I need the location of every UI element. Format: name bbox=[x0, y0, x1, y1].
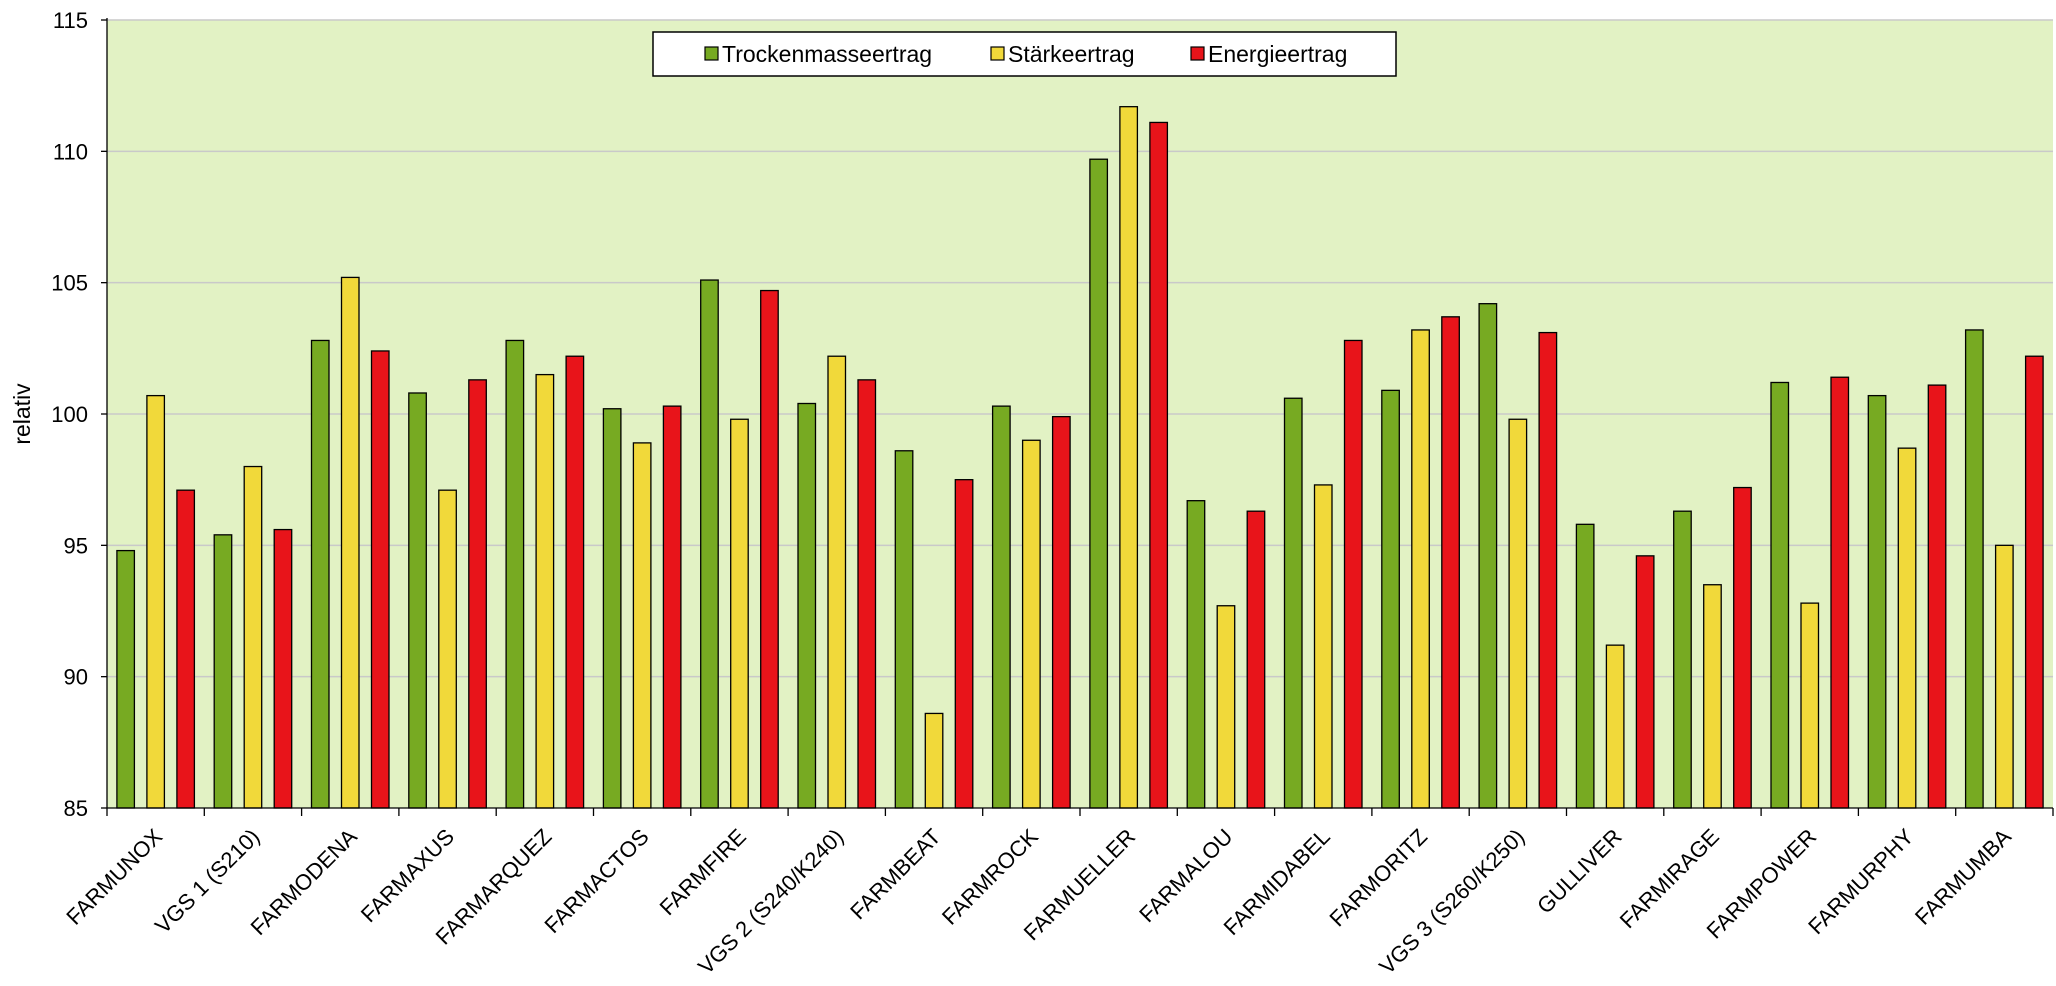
bar-energieertrag bbox=[760, 289, 779, 809]
bar-st-rkeertrag bbox=[146, 394, 166, 809]
bar-trockenmasseertrag bbox=[1089, 158, 1109, 809]
legend-label: Energieertrag bbox=[1208, 41, 1347, 67]
bar-st-rkeertrag bbox=[1994, 544, 2014, 809]
bar-trockenmasseertrag bbox=[213, 534, 233, 809]
bar-energieertrag bbox=[954, 479, 974, 809]
bar-trockenmasseertrag bbox=[602, 408, 622, 809]
bar-energieertrag bbox=[1441, 316, 1460, 809]
bar-energieertrag bbox=[2024, 355, 2044, 809]
bar-energieertrag bbox=[662, 405, 682, 809]
bar-trockenmasseertrag bbox=[894, 450, 914, 809]
bar-trockenmasseertrag bbox=[1964, 329, 1984, 809]
bar-st-rkeertrag bbox=[1119, 106, 1139, 809]
bar-trockenmasseertrag bbox=[1770, 381, 1790, 809]
bar-st-rkeertrag bbox=[1313, 484, 1333, 809]
category-label: FARMROCK bbox=[937, 824, 1043, 930]
bar-energieertrag bbox=[1733, 486, 1752, 809]
y-axis-title: relativ bbox=[9, 383, 35, 445]
gridlines bbox=[107, 19, 2053, 678]
bar-trockenmasseertrag bbox=[797, 402, 817, 809]
bar-trockenmasseertrag bbox=[116, 549, 136, 809]
bar-st-rkeertrag bbox=[535, 373, 555, 809]
category-label: FARMIRAGE bbox=[1615, 824, 1724, 933]
y-tick-label: 115 bbox=[53, 8, 88, 33]
bar-st-rkeertrag bbox=[1703, 584, 1722, 809]
bar-trockenmasseertrag bbox=[1283, 397, 1303, 809]
y-tick-label: 85 bbox=[64, 796, 88, 821]
bar-st-rkeertrag bbox=[1411, 329, 1430, 809]
y-tick-label: 100 bbox=[51, 402, 88, 427]
bar-st-rkeertrag bbox=[1897, 447, 1917, 809]
bar-st-rkeertrag bbox=[1800, 602, 1820, 809]
bar-energieertrag bbox=[1051, 415, 1071, 809]
category-label: FARMUMBA bbox=[1910, 824, 2016, 930]
bar-energieertrag bbox=[857, 379, 877, 809]
bar-energieertrag bbox=[1538, 331, 1558, 809]
bar-energieertrag bbox=[370, 350, 390, 809]
bar-trockenmasseertrag bbox=[700, 279, 719, 809]
category-label: FARMAXUS bbox=[356, 824, 459, 927]
bar-trockenmasseertrag bbox=[310, 339, 330, 809]
bar-trockenmasseertrag bbox=[1575, 523, 1595, 809]
bar-trockenmasseertrag bbox=[408, 392, 427, 809]
category-label: FARMUNOX bbox=[61, 824, 167, 930]
bar-energieertrag bbox=[565, 355, 585, 809]
category-label: FARMALOU bbox=[1134, 824, 1237, 927]
legend-box bbox=[652, 31, 1397, 77]
bar-st-rkeertrag bbox=[438, 489, 457, 809]
y-tick-label: 105 bbox=[51, 271, 88, 296]
legend: Trockenmasseertrag Stärkeertrag Energieert… bbox=[652, 31, 1397, 77]
bar-st-rkeertrag bbox=[1021, 439, 1041, 809]
legend-swatch bbox=[1190, 46, 1205, 61]
y-tick-labels: 85 90 95 100 105 110 115 bbox=[51, 8, 88, 821]
legend-label: Stärkeertrag bbox=[1008, 41, 1135, 67]
bar-st-rkeertrag bbox=[827, 355, 847, 809]
bar-trockenmasseertrag bbox=[1867, 394, 1887, 809]
bar-st-rkeertrag bbox=[924, 712, 944, 809]
bar-energieertrag bbox=[1830, 376, 1850, 809]
category-label: GULLIVER bbox=[1532, 824, 1627, 919]
bar-st-rkeertrag bbox=[243, 465, 263, 809]
bar-st-rkeertrag bbox=[1605, 644, 1625, 809]
bar-trockenmasseertrag bbox=[1478, 303, 1498, 809]
bar-trockenmasseertrag bbox=[1381, 389, 1400, 809]
bar-st-rkeertrag bbox=[1508, 418, 1528, 809]
bar-energieertrag bbox=[1149, 121, 1169, 809]
legend-swatch bbox=[990, 46, 1005, 61]
bar-energieertrag bbox=[1246, 510, 1266, 809]
bar-trockenmasseertrag bbox=[505, 339, 525, 809]
bar-trockenmasseertrag bbox=[991, 405, 1011, 809]
bar-trockenmasseertrag bbox=[1673, 510, 1692, 809]
bar-energieertrag bbox=[273, 528, 293, 809]
bar-energieertrag bbox=[468, 379, 487, 809]
bar-energieertrag bbox=[1343, 339, 1363, 809]
bar-energieertrag bbox=[176, 489, 196, 809]
y-tick-label: 110 bbox=[53, 139, 88, 164]
bar-trockenmasseertrag bbox=[1186, 500, 1206, 809]
axes bbox=[101, 18, 2054, 816]
y-tick-label: 90 bbox=[64, 665, 88, 690]
bar-st-rkeertrag bbox=[340, 276, 360, 809]
bar-st-rkeertrag bbox=[730, 418, 749, 809]
category-label: FARMORITZ bbox=[1325, 824, 1433, 932]
bar-energieertrag bbox=[1927, 384, 1947, 809]
bar-energieertrag bbox=[1635, 555, 1655, 809]
category-label: FARMACTOS bbox=[539, 824, 653, 938]
bar-st-rkeertrag bbox=[632, 442, 652, 809]
bar-st-rkeertrag bbox=[1216, 605, 1236, 809]
legend-swatch bbox=[704, 46, 719, 61]
legend-label: Trockenmasseertrag bbox=[722, 41, 932, 67]
category-label: FARMBEAT bbox=[845, 824, 945, 924]
y-tick-label: 95 bbox=[64, 533, 88, 558]
category-label: FARMFIRE bbox=[655, 824, 751, 920]
